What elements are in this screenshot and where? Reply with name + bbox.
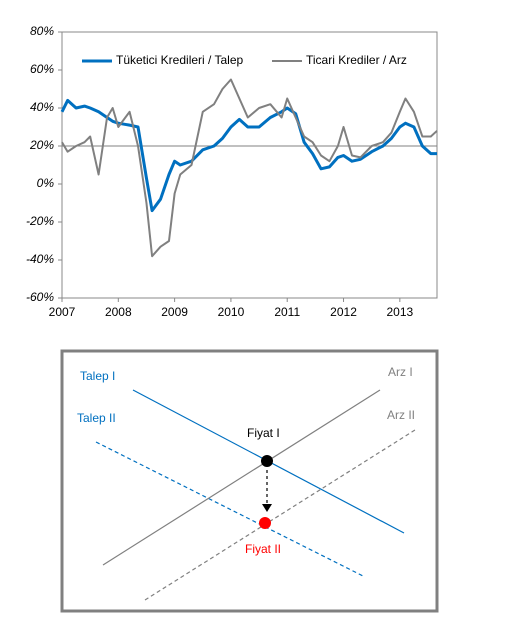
- x-tick-label: 2007: [49, 305, 76, 319]
- data-line: [60, 98, 437, 213]
- arrow-head: [262, 504, 272, 512]
- x-tick-label: 2010: [218, 305, 245, 319]
- y-tick-label: -60%: [26, 290, 54, 304]
- legend-label: Tüketici Kredileri / Talep: [116, 53, 243, 67]
- y-tick-label: 80%: [30, 24, 54, 38]
- x-tick-label: 2013: [386, 305, 413, 319]
- price-label: Fiyat I: [247, 426, 280, 440]
- supply-line: [102, 389, 381, 566]
- diagram-frame: [60, 349, 439, 613]
- demand-label: Talep I: [80, 369, 115, 383]
- supply-label: Arz II: [387, 408, 415, 422]
- y-tick-label: 60%: [30, 62, 54, 76]
- y-tick-label: 0%: [37, 176, 55, 190]
- demand-label: Talep II: [77, 411, 116, 425]
- x-tick-label: 2009: [161, 305, 188, 319]
- line-chart: -60% -40% -20% 0% 20% 40% 60% 80% 2007 2008 2009 20…: [26, 24, 438, 319]
- data-line: [61, 78, 438, 258]
- y-tick-label: 40%: [30, 100, 54, 114]
- x-tick-label: 2012: [330, 305, 357, 319]
- y-tick-label: 20%: [29, 138, 54, 152]
- diagram: Talep I Talep II Arz I Arz II Fiyat I Fi…: [60, 349, 439, 613]
- x-tick-label: 2008: [105, 305, 132, 319]
- y-tick-label: -20%: [26, 214, 54, 228]
- demand-line-shifted: [95, 441, 366, 578]
- equilibrium-point: [261, 455, 273, 467]
- legend-label: Ticari Krediler / Arz: [306, 53, 407, 67]
- x-tick-label: 2011: [274, 305, 300, 319]
- price-label: Fiyat II: [245, 542, 281, 556]
- plot-frame: [61, 31, 438, 299]
- supply-line-shifted: [144, 429, 416, 601]
- supply-label: Arz I: [388, 365, 413, 379]
- y-tick-label: -40%: [26, 252, 54, 266]
- new-equilibrium-point: [259, 517, 271, 529]
